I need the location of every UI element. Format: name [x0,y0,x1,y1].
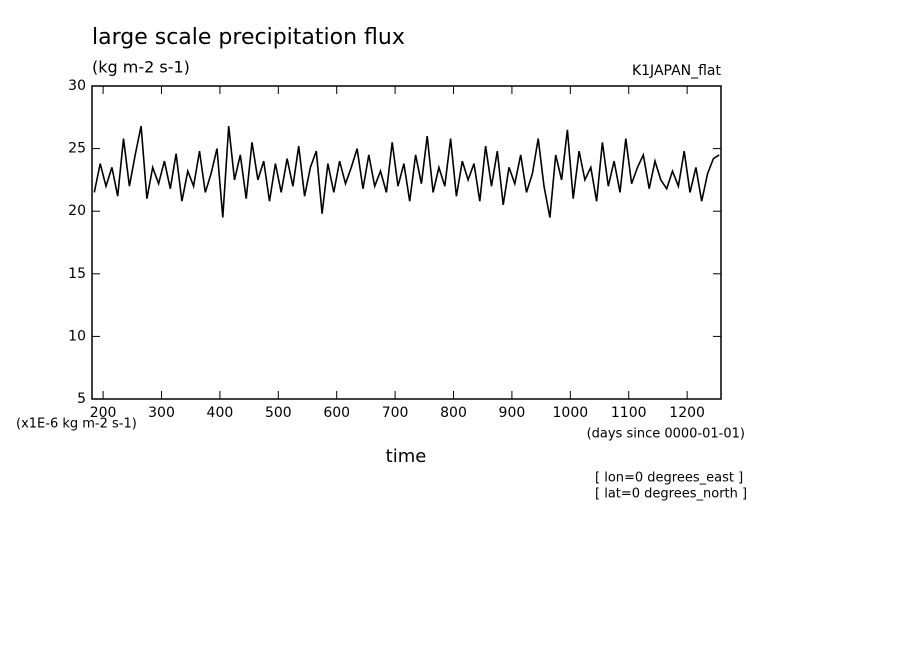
time-unit: (days since 0000-01-01) [587,427,745,442]
run-name: K1JAPAN_flat [632,63,722,79]
y-tick-label: 20 [68,203,86,219]
x-tick-label: 500 [265,405,292,421]
y-tick-label: 5 [77,391,86,407]
location-note: [ lat=0 degrees_north ] [595,487,747,502]
x-tick-label: 800 [440,405,467,421]
y-tick-label: 30 [68,78,86,94]
x-tick-label: 1000 [553,405,589,421]
x-tick-label: 300 [148,405,175,421]
x-tick-label: 400 [207,405,234,421]
scale-note: (x1E-6 kg m-2 s-1) [16,417,137,432]
y-tick-label: 10 [68,328,86,344]
y-tick-label: 15 [68,266,86,282]
chart-subtitle: (kg m-2 s-1) [92,58,190,77]
x-axis-label: time [386,446,427,467]
plot-frame [91,85,722,400]
chart-title: large scale precipitation flux [92,25,405,50]
x-tick-label: 1200 [669,405,705,421]
x-tick-label: 900 [499,405,526,421]
x-tick-label: 600 [323,405,350,421]
y-tick-label: 25 [68,141,86,157]
x-tick-label: 200 [90,405,117,421]
data-line [93,125,720,218]
x-tick-label: 700 [382,405,409,421]
x-tick-label: 1100 [611,405,647,421]
location-note: [ lon=0 degrees_east ] [595,471,743,486]
